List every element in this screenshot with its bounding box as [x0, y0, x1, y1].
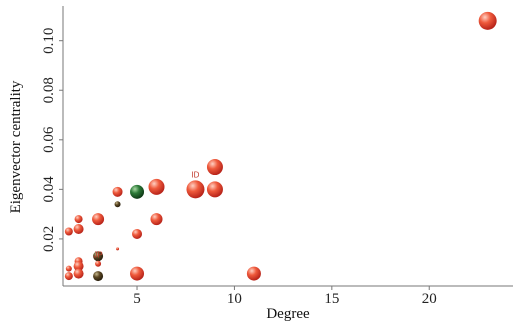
- data-point: [74, 215, 83, 224]
- data-point: [246, 266, 261, 281]
- data-point: [65, 265, 72, 272]
- data-point: [186, 180, 205, 199]
- data-point: [73, 224, 84, 235]
- x-ticks: 5 10 15 20: [133, 286, 437, 307]
- y-ticks: 0.02 0.04 0.06 0.08 0.10: [41, 28, 63, 252]
- data-point: [93, 271, 104, 282]
- data-point: [148, 178, 165, 195]
- y-tick-label: 0.10: [41, 28, 57, 54]
- x-axis-title: Degree: [266, 306, 310, 322]
- x-tick-label: 10: [227, 291, 242, 307]
- y-tick-label: 0.08: [41, 77, 57, 103]
- x-tick-label: 20: [422, 291, 437, 307]
- data-point: [132, 228, 143, 239]
- data-point: [95, 260, 102, 267]
- data-point: [116, 247, 120, 251]
- y-axis-title: Eigenvector centrality: [8, 80, 24, 213]
- data-point: [112, 186, 123, 197]
- data-point: [73, 261, 84, 272]
- data-point: [150, 213, 163, 226]
- y-tick-label: 0.04: [41, 176, 57, 203]
- data-point: [73, 268, 84, 279]
- data-point: [93, 251, 104, 262]
- data-point: [478, 11, 497, 30]
- data-point: [114, 201, 121, 208]
- x-tick-label: 5: [133, 291, 141, 307]
- y-tick-label: 0.06: [41, 126, 57, 153]
- data-point: [92, 213, 105, 226]
- point-label: JP: [93, 251, 102, 260]
- x-tick-label: 15: [324, 291, 339, 307]
- data-point: [206, 159, 223, 176]
- data-point: [64, 272, 73, 281]
- axes: [62, 6, 513, 287]
- data-point: [130, 184, 145, 199]
- data-point: [206, 181, 223, 198]
- point-label: ID: [191, 170, 199, 179]
- points-layer: ID JP: [64, 11, 497, 282]
- data-point: [130, 266, 145, 281]
- data-point: [64, 227, 73, 236]
- y-tick-label: 0.02: [41, 226, 57, 252]
